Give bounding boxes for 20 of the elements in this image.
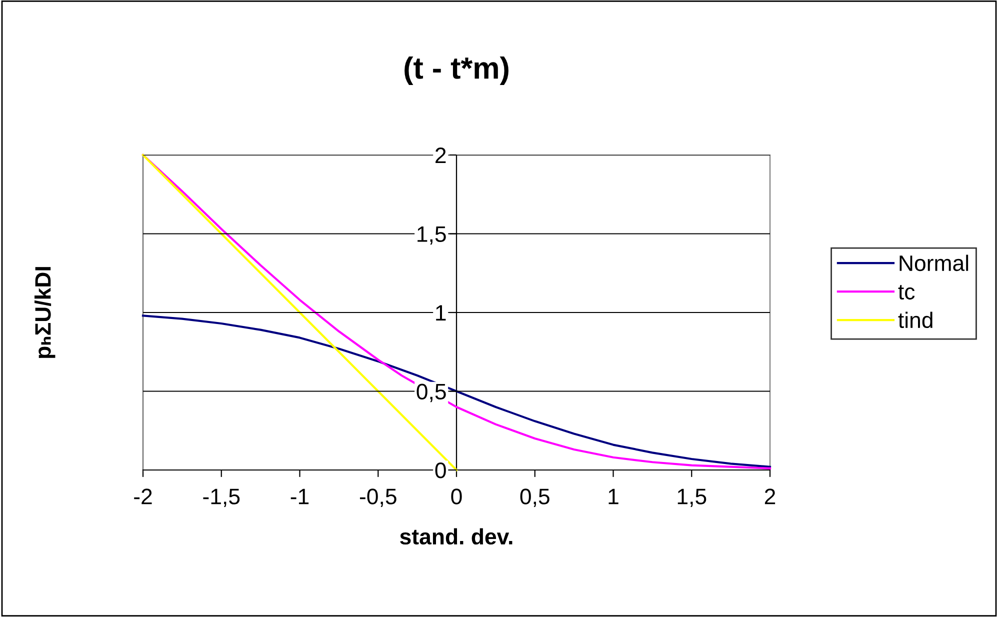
y-tick-label: 0,5 — [416, 384, 446, 402]
x-tick-label: 1,5 — [678, 488, 706, 508]
x-tick-label: -2 — [134, 488, 152, 504]
x-tick-label: 0,5 — [520, 488, 550, 508]
x-tick-label: -1,5 — [203, 488, 240, 508]
y-tick-label: 1 — [436, 305, 446, 321]
x-axis-title: stand. dev. — [400, 528, 512, 545]
y-tick-label: 1,5 — [418, 226, 446, 245]
chart-title: (t - t*m) — [404, 56, 508, 85]
y-tick-label: 0 — [435, 462, 446, 478]
legend-label: tc — [898, 284, 915, 300]
y-axis-title: pₕΣU/kDI — [34, 267, 56, 358]
x-tick-label: -0,5 — [360, 488, 396, 508]
x-tick-label: 2 — [764, 488, 776, 504]
y-tick-label: 2 — [436, 148, 446, 164]
legend-label: Normal — [900, 254, 968, 272]
x-tick-label: 0 — [451, 488, 462, 504]
legend-label: tind — [898, 312, 932, 328]
x-tick-label: -1 — [290, 488, 309, 504]
x-tick-label: 1 — [608, 488, 618, 504]
